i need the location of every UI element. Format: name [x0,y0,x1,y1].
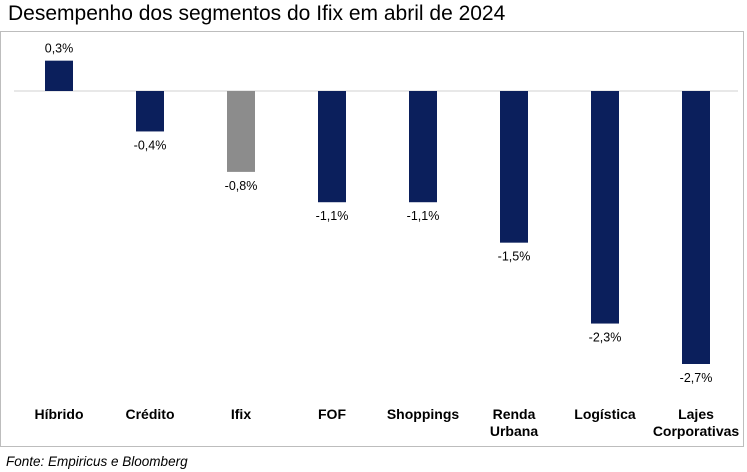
category-label-5: Renda Urbana [490,406,538,439]
bar-2 [227,91,255,172]
category-label-6: Logística [574,406,636,422]
category-label-7: Lajes Corporativas [653,406,740,439]
bar-5 [500,91,528,243]
data-label-1: -0,4% [134,138,167,152]
bar-3 [318,91,346,203]
bar-4 [409,91,437,203]
bar-0 [45,60,73,91]
chart-frame [0,31,744,447]
data-label-2: -0,8% [225,179,258,193]
data-label-7: -2,7% [680,371,713,385]
category-label-2: Ifix [231,406,251,422]
bar-6 [591,91,619,324]
data-label-6: -2,3% [589,331,622,345]
data-label-3: -1,1% [316,209,349,223]
category-label-4: Shoppings [387,406,460,422]
category-label-0: Híbrido [35,406,84,422]
bar-7 [682,91,710,364]
data-label-5: -1,5% [498,250,531,264]
category-label-3: FOF [318,406,346,422]
chart-title: Desempenho dos segmentos do Ifix em abri… [8,2,506,25]
bar-1 [136,91,164,132]
data-label-4: -1,1% [407,209,440,223]
category-label-1: Crédito [126,406,175,422]
source-note: Fonte: Empiricus e Bloomberg [6,454,188,469]
data-label-0: 0,3% [45,42,74,56]
